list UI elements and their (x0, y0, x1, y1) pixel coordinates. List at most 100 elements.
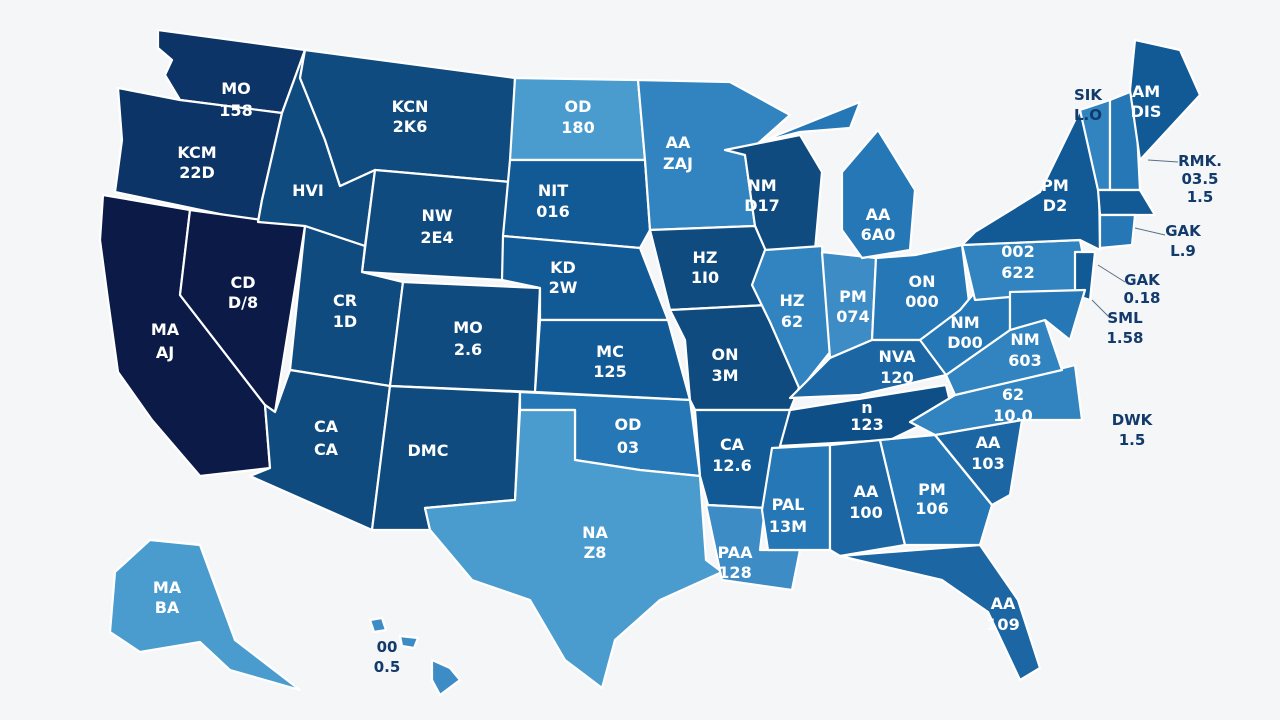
label-ok-value: 03 (617, 438, 639, 457)
callout-1-value2: 1.5 (1187, 188, 1214, 206)
label-wv-value: D00 (947, 333, 983, 352)
label-ms-name: PAL (772, 495, 805, 514)
label-sc-value: 103 (971, 454, 1004, 473)
label-ky-value: 120 (880, 368, 913, 387)
callout-0-value: L.O (1074, 106, 1102, 124)
label-wa-value: 158 (219, 101, 252, 120)
state-texas[interactable] (423, 408, 724, 690)
hawaii-island-big[interactable] (430, 658, 462, 697)
callout-leader-lines (1091, 159, 1179, 319)
callout-5-name: DWK (1112, 411, 1154, 429)
label-hi-value: 0.5 (374, 658, 401, 676)
state-wyoming[interactable] (360, 168, 512, 282)
label-oh-name: ON (909, 272, 936, 291)
state-mississippi[interactable] (760, 443, 832, 552)
label-mo-name: ON (712, 345, 739, 364)
state-new-jersey[interactable] (1073, 250, 1097, 302)
label-va-name: NM (1010, 330, 1039, 349)
label-wa-name: MO (221, 79, 251, 98)
label-ia-value: 1I0 (691, 268, 719, 287)
label-ne-name: KD (550, 258, 576, 277)
label-co-name: MO (453, 318, 483, 337)
label-id-name: HVI (292, 181, 324, 200)
label-al-value: 100 (849, 503, 882, 522)
state-alaska[interactable] (108, 538, 302, 692)
label-ak-value: BA (155, 598, 180, 617)
label-ms-value: 13M (769, 517, 807, 536)
label-la-value: 128 (718, 563, 751, 582)
callout-2-value: L.9 (1170, 242, 1196, 260)
label-ut-name: CR (333, 291, 357, 310)
label-il-value: 62 (781, 312, 803, 331)
label-hi-name: 00 (377, 638, 398, 656)
label-me-value: DIS (1131, 102, 1162, 121)
label-fl-value: 109 (986, 615, 1019, 634)
label-nd-value: 180 (561, 118, 594, 137)
label-il-name: HZ (780, 291, 805, 310)
label-wv-name: NM (950, 313, 979, 332)
label-wy-name: NW (421, 206, 452, 225)
label-tx-value: Z8 (584, 543, 607, 562)
label-nd-name: OD (565, 97, 592, 116)
state-south-dakota[interactable] (501, 158, 652, 250)
label-mt-value: 2K6 (393, 117, 428, 136)
state-maine[interactable] (1128, 38, 1202, 162)
label-ok-name: OD (615, 415, 642, 434)
callout-2-name: GAK (1165, 222, 1202, 240)
callout-5-value: 1.5 (1119, 431, 1146, 449)
label-mi-value: 6A0 (861, 225, 896, 244)
label-ga-name: PM (918, 480, 946, 499)
label-ar-name: CA (720, 435, 745, 454)
label-nc-value: 10.0 (993, 406, 1032, 425)
callout-1-value: 03.5 (1181, 170, 1218, 188)
label-az-value: CA (314, 440, 339, 459)
label-sd-name: NIT (538, 181, 568, 200)
label-ks-value: 125 (593, 362, 626, 381)
state-michigan[interactable] (840, 128, 917, 260)
states (98, 28, 1202, 697)
state-florida[interactable] (838, 543, 1042, 682)
label-tn-value: 123 (850, 415, 883, 434)
state-new-york[interactable] (960, 108, 1102, 252)
label-ky-name: NVA (878, 347, 916, 366)
label-sc-name: AA (976, 433, 1001, 452)
label-mt-name: KCN (392, 97, 429, 116)
label-or-value: 22D (179, 163, 215, 182)
label-sd-value: 016 (536, 202, 569, 221)
label-in-name: PM (839, 287, 867, 306)
state-colorado[interactable] (388, 280, 542, 394)
callout-3-name: GAK (1124, 271, 1161, 289)
state-maryland[interactable] (1008, 288, 1087, 342)
label-ca-name: MA (151, 320, 180, 339)
callout-4-value: 1.58 (1106, 329, 1143, 347)
label-ne-value: 2W (549, 278, 578, 297)
callout-3-value: 0.18 (1123, 289, 1160, 307)
label-ia-name: HZ (693, 248, 718, 267)
hawaii-island-kauai[interactable] (368, 616, 388, 634)
label-ny-value: D2 (1043, 196, 1067, 215)
label-mn-value: ZAJ (663, 154, 693, 173)
label-ar-value: 12.6 (712, 456, 751, 475)
label-ca-value: AJ (156, 343, 174, 362)
label-wi-value: D17 (744, 196, 780, 215)
state-michigan-upper[interactable] (758, 100, 862, 144)
label-al-name: AA (854, 482, 879, 501)
callout-0-name: SIK (1074, 86, 1103, 104)
label-nv-name: CD (230, 273, 255, 292)
label-mi-name: AA (866, 205, 891, 224)
label-me-name: AM (1132, 82, 1160, 101)
callout-labels: SIK L.O RMK. 03.5 1.5 GAK L.9 GAK 0.18 S… (1074, 86, 1222, 449)
state-hawaii[interactable] (368, 616, 462, 697)
label-ks-name: MC (596, 342, 624, 361)
label-ak-name: MA (153, 578, 182, 597)
label-wy-value: 2E4 (420, 228, 453, 247)
state-georgia[interactable] (878, 433, 994, 547)
label-tx-name: NA (582, 523, 608, 542)
state-connecticut[interactable] (1098, 213, 1137, 250)
hawaii-island-maui[interactable] (398, 634, 420, 650)
label-in-value: 074 (836, 307, 869, 326)
state-massachusetts[interactable] (1096, 188, 1157, 217)
label-nc-name: 62 (1002, 385, 1024, 404)
label-or-name: KCM (177, 143, 216, 162)
